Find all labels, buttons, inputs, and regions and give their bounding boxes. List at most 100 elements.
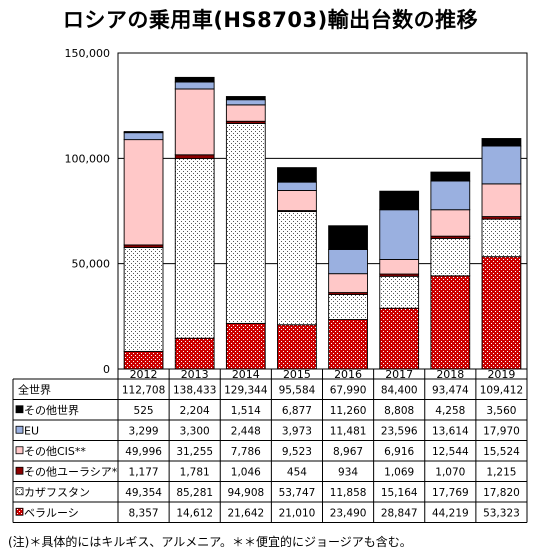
bar-kazakhstan-2013 [174,158,215,339]
data-label: 3,299 [129,425,159,437]
data-label: 12,544 [432,446,469,458]
data-label: 4,258 [435,405,465,417]
bar-belarus-2014 [225,322,266,370]
row-label-kazakhstan: カザフスタン [24,486,90,499]
plot-area [117,52,528,370]
x-tick-label: 2015 [283,368,311,381]
data-table: 2012 2013 2014 2015 2016 2017 2018 2019 全世界 112,7… [12,368,528,523]
row-label-other_cis: その他CIS** [24,445,86,458]
data-label: 94,908 [227,487,264,499]
data-label: 3,560 [486,405,516,417]
legend-key-eu [15,425,24,434]
legend-key-other_eurasia [15,466,24,475]
data-label: 2,448 [231,425,261,437]
legend-key-other_cis [15,446,24,455]
x-tick-label: 2018 [436,368,464,381]
data-label: 67,990 [330,384,367,396]
data-label: 1,070 [435,466,465,478]
data-label: 3,300 [180,425,210,437]
data-label: 15,524 [483,446,520,458]
data-label: 525 [134,405,154,417]
data-label: 8,808 [384,405,414,417]
data-label: 21,642 [227,507,264,519]
bar-eu-2019 [481,145,522,185]
data-label: 23,596 [381,425,418,437]
data-label: 1,781 [180,466,210,478]
bar-other_world-2016 [328,225,368,250]
data-label: 112,708 [122,384,165,396]
bar-other_world-2018 [430,171,471,182]
bar-kazakhstan-2017 [379,275,420,309]
bar-other_cis-2012 [123,139,164,246]
bar-eu-2017 [379,209,420,260]
x-tick-label: 2019 [487,368,515,381]
data-label: 1,069 [384,466,414,478]
legend-key-other_world [15,405,24,414]
data-label: 95,584 [279,384,316,396]
bar-belarus-2017 [379,307,420,370]
bar-other_world-2014 [225,96,266,101]
bar-eu-2016 [328,249,368,275]
data-label: 85,281 [176,487,213,499]
bar-kazakhstan-2019 [481,218,522,258]
data-label: 15,164 [381,487,418,499]
data-label: 934 [338,466,358,478]
bar-other_world-2019 [481,138,522,147]
data-label: 21,010 [279,507,316,519]
data-label: 14,612 [176,507,213,519]
bar-other_world-2015 [277,167,317,183]
data-label: 11,260 [330,405,367,417]
row-label-other_world: その他世界 [24,404,79,417]
bar-other_cis-2014 [225,104,266,122]
bar-other_world-2013 [174,76,215,83]
row-label-other_eurasia: その他ユーラシア* [24,465,118,478]
data-label: 53,747 [279,487,316,499]
data-label: 17,820 [483,487,520,499]
data-label: 454 [287,466,307,478]
data-label: 49,996 [125,446,162,458]
x-tick-label: 2017 [385,368,413,381]
bar-other_cis-2018 [430,209,471,237]
data-label: 84,400 [381,384,418,396]
data-label: 6,916 [384,446,414,458]
data-label: 8,967 [333,446,363,458]
data-label: 109,412 [480,384,523,396]
data-label: 44,219 [432,507,469,519]
y-tick-label: 50,000 [72,258,111,271]
bar-other_world-2017 [379,190,420,211]
x-tick-label: 2012 [130,368,158,381]
bar-other_cis-2017 [379,259,420,275]
x-tick-label: 2013 [181,368,209,381]
bar-kazakhstan-2015 [277,211,317,326]
bar-kazakhstan-2012 [123,246,164,352]
data-label: 11,858 [330,487,367,499]
bar-kazakhstan-2014 [225,123,266,324]
data-label: 93,474 [432,384,469,396]
row-label-total: 全世界 [18,382,51,396]
data-label: 17,769 [432,487,469,499]
data-label: 2,204 [180,405,210,417]
data-label: 138,433 [173,384,216,396]
bar-other_cis-2013 [174,88,215,156]
data-label: 7,786 [231,446,261,458]
bar-eu-2012 [123,132,164,141]
bar-belarus-2016 [328,319,368,370]
bar-other_cis-2019 [481,183,522,218]
y-axis: 0 50,000 100,000 150,000 [65,47,111,376]
data-label: 13,614 [432,425,469,437]
data-label: 28,847 [381,507,418,519]
bar-belarus-2015 [277,324,317,370]
bar-other_eurasia-2013 [174,154,215,160]
bar-belarus-2018 [430,275,471,370]
x-tick-label: 2014 [232,368,260,381]
y-tick-label: 0 [103,363,110,376]
data-label: 9,523 [282,446,312,458]
row-label-eu: EU [24,424,39,437]
data-label: 8,357 [129,507,159,519]
data-label: 23,490 [330,507,367,519]
bar-belarus-2019 [481,256,522,370]
data-label: 49,354 [125,487,162,499]
bar-kazakhstan-2018 [430,237,471,277]
bar-eu-2014 [225,99,266,106]
